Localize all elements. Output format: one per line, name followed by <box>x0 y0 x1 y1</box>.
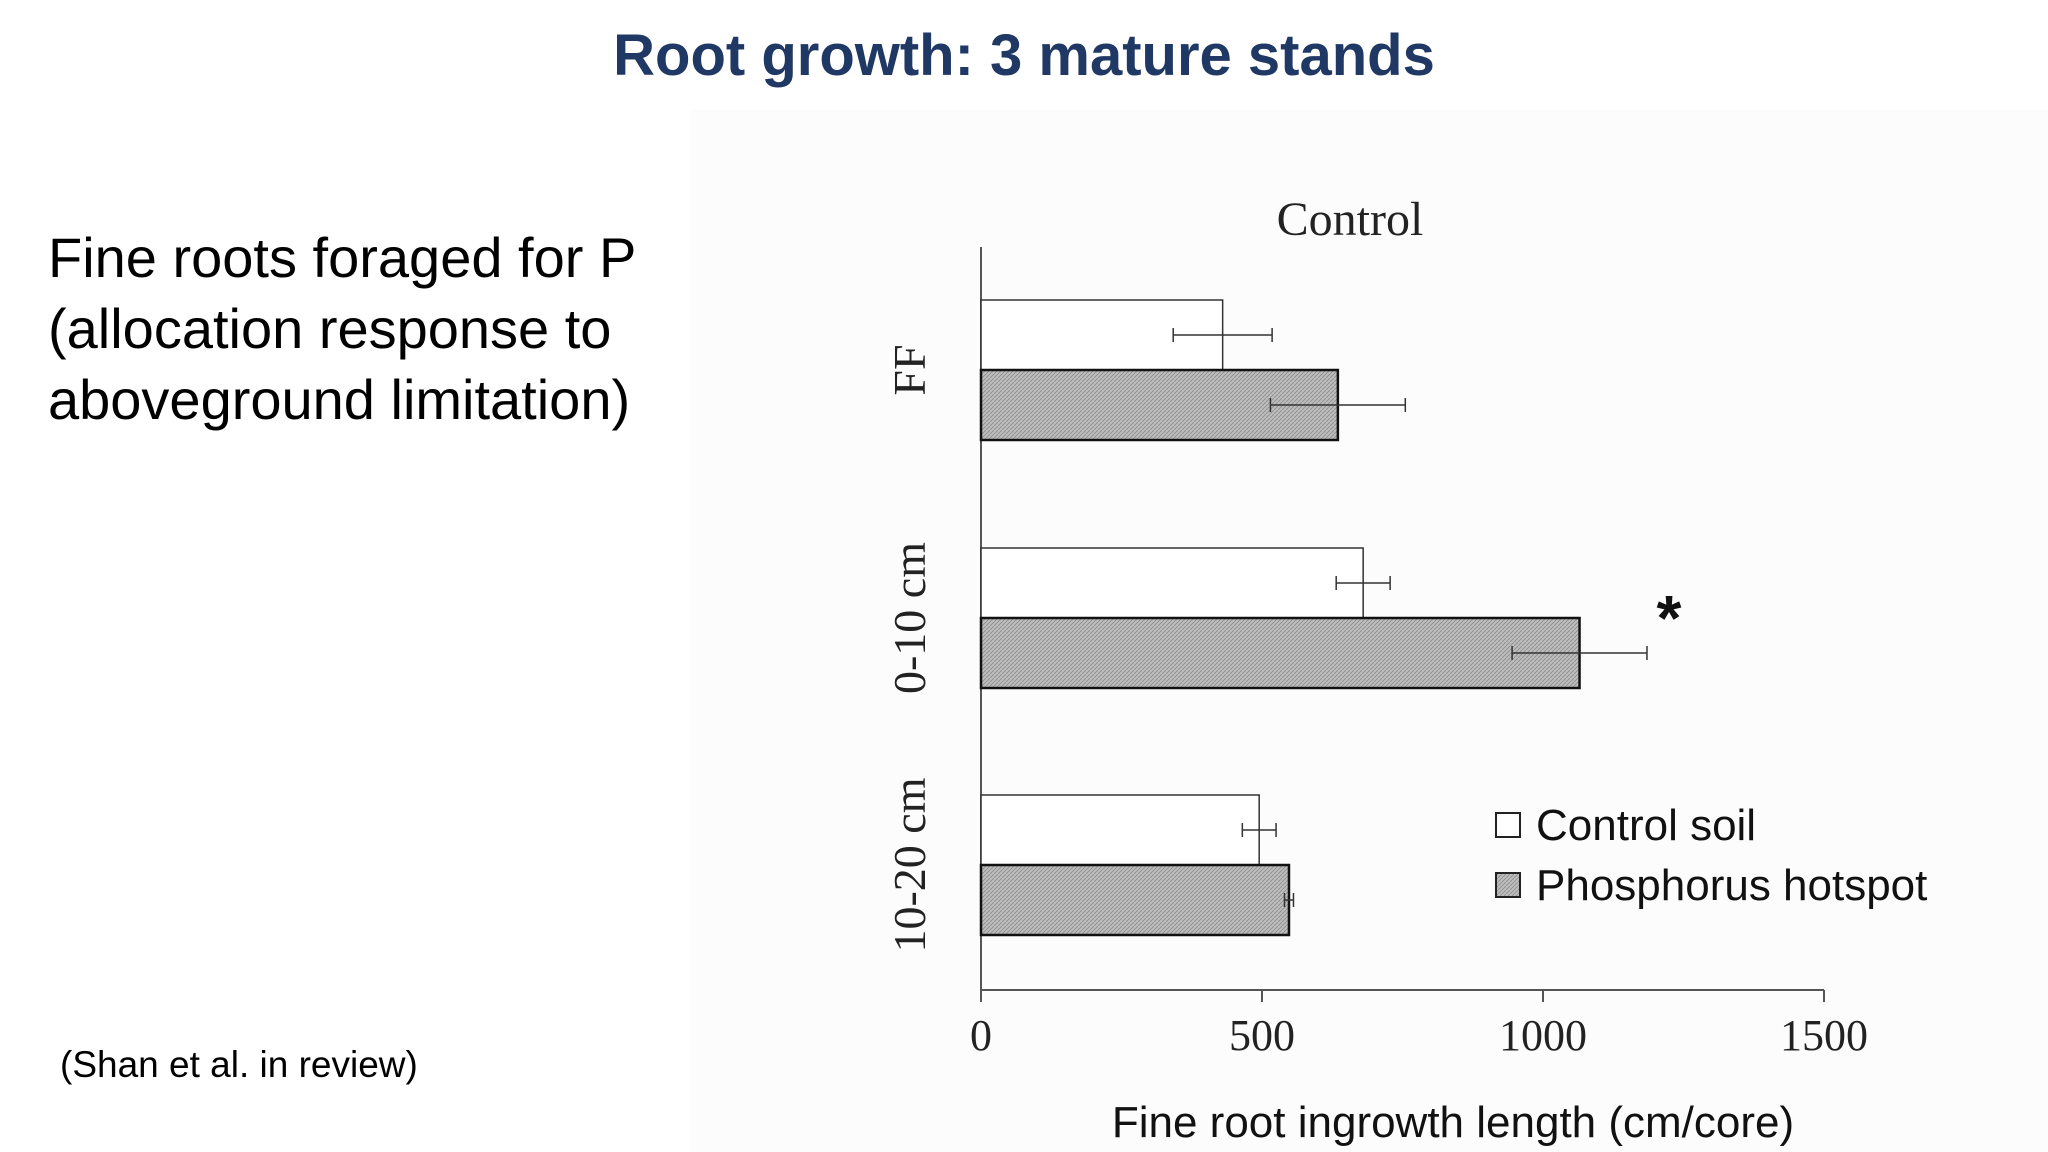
body-line: (allocation response to <box>48 297 612 360</box>
legend-swatch <box>1495 872 1521 898</box>
chart-panel: Control Fine root ingrowth length (cm/co… <box>690 110 2048 1152</box>
y-category-label: FF <box>884 344 935 395</box>
y-category-label: 0-10 cm <box>884 542 935 694</box>
x-tick-label: 500 <box>1229 1011 1295 1060</box>
legend-label: Phosphorus hotspot <box>1536 861 1927 910</box>
y-category-label: 10-20 cm <box>884 777 935 952</box>
bar-chart: Control Fine root ingrowth length (cm/co… <box>884 193 1927 1147</box>
body-line: aboveground limitation) <box>48 368 631 431</box>
legend-label: Control soil <box>1536 801 1756 850</box>
x-axis-label: Fine root ingrowth length (cm/core) <box>1112 1098 1794 1147</box>
bar <box>979 863 1291 937</box>
body-text: Fine roots foraged for P (allocation res… <box>48 222 708 435</box>
bar <box>980 794 1260 866</box>
x-tick-label: 1000 <box>1499 1011 1587 1060</box>
citation: (Shan et al. in review) <box>60 1044 418 1085</box>
body-line: Fine roots foraged for P <box>48 226 637 289</box>
bar <box>980 547 1364 619</box>
chart-title: Control <box>1277 193 1424 246</box>
x-tick-label: 1500 <box>1780 1011 1868 1060</box>
legend-swatch <box>1495 812 1521 838</box>
slide-title: Root growth: 3 mature stands <box>613 23 1435 88</box>
chart-body: 0 500 1000 1500 FF 0-10 cm 10-20 cm * Control so… <box>884 247 1927 1060</box>
x-tick-label: 0 <box>970 1011 992 1060</box>
significance-marker: * <box>1657 582 1682 654</box>
bar <box>979 616 1581 690</box>
